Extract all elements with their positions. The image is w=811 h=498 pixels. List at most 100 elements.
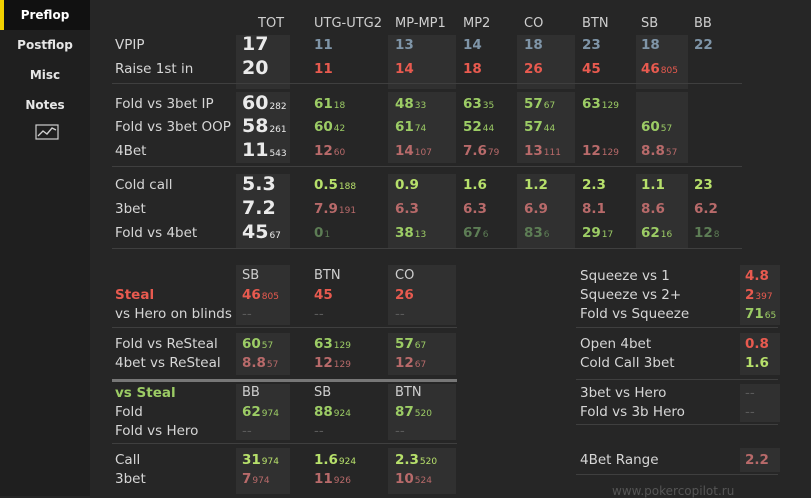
tot-value-coldcall[interactable]: 5.3: [242, 173, 276, 195]
empty-stat: --: [242, 423, 252, 439]
tab-notes[interactable]: Notes: [25, 98, 65, 112]
stat-coldcall-co[interactable]: 1.2: [524, 177, 548, 193]
cell-shading: [636, 174, 688, 248]
steal-value[interactable]: 45: [314, 287, 333, 303]
stat-fourbet-mp2[interactable]: 7.679: [463, 143, 499, 159]
stat-fourbet-utg-utg2[interactable]: 1260: [314, 143, 345, 159]
stat-vpip-mp2[interactable]: 14: [463, 37, 482, 53]
sample-size: 926: [333, 476, 351, 486]
stat-fold3betoop-sb[interactable]: 6057: [641, 119, 672, 135]
stat-threebet-btn[interactable]: 8.1: [582, 201, 606, 217]
stat-fold4bet-mp2[interactable]: 676: [463, 225, 489, 241]
tot-value-raise1st[interactable]: 20: [242, 57, 268, 79]
stat-raise1st-co[interactable]: 26: [524, 61, 543, 77]
steal-value[interactable]: 46805: [242, 287, 279, 303]
tot-value-fold4bet[interactable]: 4567: [242, 221, 281, 243]
tot-value-vpip[interactable]: 17: [242, 33, 268, 55]
stat-threebet-mp2[interactable]: 6.3: [463, 201, 487, 217]
sample-size: 107: [414, 148, 432, 158]
tab-preflop[interactable]: Preflop: [0, 0, 90, 30]
stat-fold4bet-btn[interactable]: 2917: [582, 225, 613, 241]
fold-vs-resteal-value[interactable]: 6057: [242, 336, 273, 352]
stat-threebet-utg-utg2[interactable]: 7.9191: [314, 201, 356, 217]
call-vs-steal-value[interactable]: 31974: [242, 452, 279, 468]
fold-vs-steal-value[interactable]: 88924: [314, 404, 351, 420]
cell-shading: [636, 35, 688, 89]
stat-threebet-co[interactable]: 6.9: [524, 201, 548, 217]
stat-value: 8.1: [582, 201, 606, 217]
fold-vs-steal-value[interactable]: 87520: [395, 404, 432, 420]
stat-coldcall-mp-mp1[interactable]: 0.9: [395, 177, 419, 193]
tab-misc[interactable]: Misc: [29, 68, 61, 82]
stat-fold4bet-mp-mp1[interactable]: 3813: [395, 225, 426, 241]
tot-value-fourbet[interactable]: 11543: [242, 139, 287, 161]
stat-fold3betip-mp2[interactable]: 6335: [463, 96, 494, 112]
stat-vpip-utg-utg2[interactable]: 11: [314, 37, 333, 53]
stat-fold3betip-mp-mp1[interactable]: 4833: [395, 96, 426, 112]
stat-vpip-co[interactable]: 18: [524, 37, 543, 53]
right-stat-value[interactable]: 7165: [745, 306, 776, 322]
stat-fold3betoop-utg-utg2[interactable]: 6042: [314, 119, 345, 135]
stat-coldcall-mp2[interactable]: 1.6: [463, 177, 487, 193]
line-chart-icon[interactable]: [35, 124, 59, 140]
stat-vpip-mp-mp1[interactable]: 13: [395, 37, 414, 53]
right-stat-label: Fold vs Squeeze: [580, 306, 690, 322]
call-vs-steal-value[interactable]: 1.6924: [314, 452, 356, 468]
stat-coldcall-utg-utg2[interactable]: 0.5188: [314, 177, 356, 193]
right-stat-value[interactable]: 2.2: [745, 452, 769, 468]
3bet-vs-steal-value[interactable]: 10524: [395, 471, 432, 487]
stat-threebet-sb[interactable]: 8.6: [641, 201, 665, 217]
4bet-vs-resteal-value[interactable]: 12129: [314, 355, 351, 371]
3bet-vs-steal-value[interactable]: 7974: [242, 471, 270, 487]
tot-value-fold3betoop[interactable]: 58261: [242, 115, 287, 137]
stat-coldcall-sb[interactable]: 1.1: [641, 177, 665, 193]
steal-value[interactable]: 26: [395, 287, 414, 303]
4bet-vs-resteal-value[interactable]: 1267: [395, 355, 426, 371]
stat-fold4bet-sb[interactable]: 6216: [641, 225, 672, 241]
stat-raise1st-sb[interactable]: 46805: [641, 61, 678, 77]
stat-raise1st-btn[interactable]: 45: [582, 61, 601, 77]
right-stat-label: 3bet vs Hero: [580, 385, 667, 401]
right-stat-value[interactable]: 0.8: [745, 336, 769, 352]
right-stat-value[interactable]: 4.8: [745, 268, 769, 284]
tot-value-fold3betip[interactable]: 60282: [242, 92, 287, 114]
stat-coldcall-bb[interactable]: 23: [694, 177, 713, 193]
stat-value: 60: [641, 119, 660, 135]
stat-fold3betip-utg-utg2[interactable]: 6118: [314, 96, 345, 112]
stat-fold4bet-utg-utg2[interactable]: 01: [314, 225, 330, 241]
stat-vpip-bb[interactable]: 22: [694, 37, 713, 53]
fold-vs-resteal-value[interactable]: 5767: [395, 336, 426, 352]
stat-raise1st-utg-utg2[interactable]: 11: [314, 61, 333, 77]
stat-fold3betoop-co[interactable]: 5744: [524, 119, 555, 135]
stat-raise1st-mp2[interactable]: 18: [463, 61, 482, 77]
right-stat-value[interactable]: 2397: [745, 287, 773, 303]
stat-fold3betip-btn[interactable]: 63129: [582, 96, 619, 112]
fold-vs-steal-value[interactable]: 62974: [242, 404, 279, 420]
right-stat-value[interactable]: --: [745, 385, 755, 401]
section-divider: [112, 166, 742, 167]
stat-vpip-sb[interactable]: 18: [641, 37, 660, 53]
fold-vs-resteal-value[interactable]: 63129: [314, 336, 351, 352]
stat-coldcall-btn[interactable]: 2.3: [582, 177, 606, 193]
stat-fold4bet-co[interactable]: 836: [524, 225, 550, 241]
stat-fourbet-sb[interactable]: 8.857: [641, 143, 677, 159]
stat-fold4bet-bb[interactable]: 128: [694, 225, 720, 241]
right-stat-value[interactable]: --: [745, 404, 755, 420]
4bet-vs-resteal-value[interactable]: 8.857: [242, 355, 278, 371]
stat-fourbet-btn[interactable]: 12129: [582, 143, 619, 159]
stat-fold3betoop-mp2[interactable]: 5244: [463, 119, 494, 135]
stat-fold3betip-co[interactable]: 5767: [524, 96, 555, 112]
stat-threebet-bb[interactable]: 6.2: [694, 201, 718, 217]
stat-vpip-btn[interactable]: 23: [582, 37, 601, 53]
stat-fold3betoop-mp-mp1[interactable]: 6174: [395, 119, 426, 135]
tab-postflop[interactable]: Postflop: [17, 38, 73, 52]
stat-fourbet-co[interactable]: 13111: [524, 143, 561, 159]
right-stat-value[interactable]: 1.6: [745, 355, 769, 371]
stat-value: 2.2: [745, 452, 769, 468]
3bet-vs-steal-value[interactable]: 11926: [314, 471, 351, 487]
stat-threebet-mp-mp1[interactable]: 6.3: [395, 201, 419, 217]
stat-raise1st-mp-mp1[interactable]: 14: [395, 61, 414, 77]
tot-value-threebet[interactable]: 7.2: [242, 197, 276, 219]
call-vs-steal-value[interactable]: 2.3520: [395, 452, 437, 468]
stat-fourbet-mp-mp1[interactable]: 14107: [395, 143, 432, 159]
